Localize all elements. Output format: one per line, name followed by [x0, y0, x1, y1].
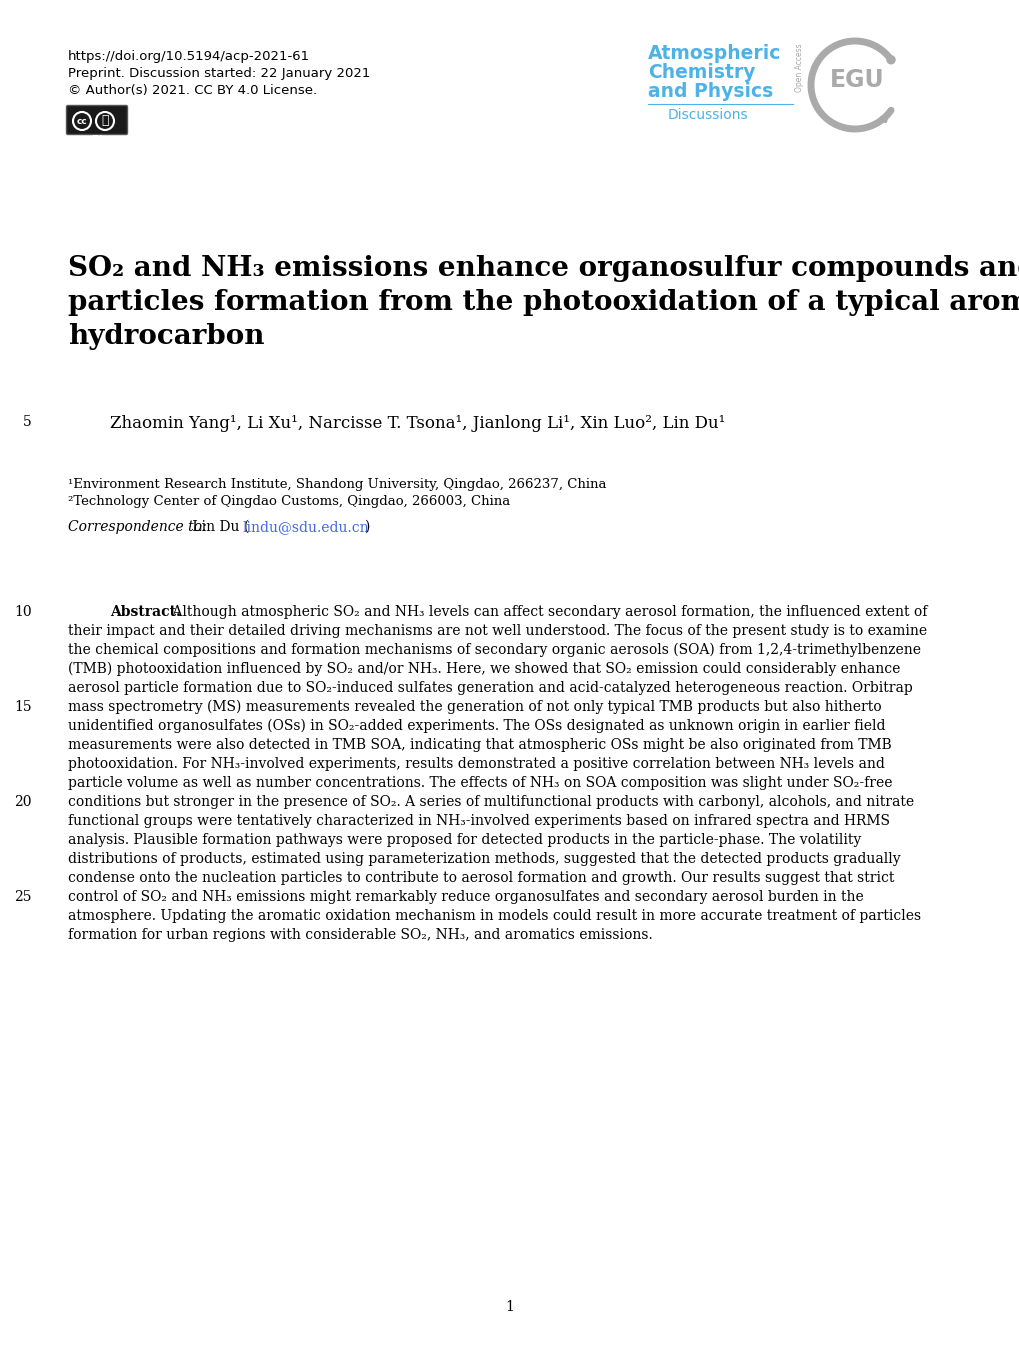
Text: functional groups were tentatively characterized in NH₃-involved experiments bas: functional groups were tentatively chara…: [68, 814, 890, 829]
Text: SO₂ and NH₃ emissions enhance organosulfur compounds and fine: SO₂ and NH₃ emissions enhance organosulf…: [68, 256, 1019, 282]
Text: lindu@sdu.edu.cn: lindu@sdu.edu.cn: [243, 521, 369, 534]
Text: condense onto the nucleation particles to contribute to aerosol formation and gr: condense onto the nucleation particles t…: [68, 872, 894, 885]
Text: particle volume as well as number concentrations. The effects of NH₃ on SOA comp: particle volume as well as number concen…: [68, 776, 892, 790]
Text: 15: 15: [14, 699, 32, 714]
Text: © Author(s) 2021. CC BY 4.0 License.: © Author(s) 2021. CC BY 4.0 License.: [68, 83, 317, 97]
Text: Abstract.: Abstract.: [110, 605, 180, 619]
Text: 10: 10: [14, 605, 32, 619]
Text: ): ): [364, 521, 369, 534]
Text: Lin Du (: Lin Du (: [187, 521, 249, 534]
Text: particles formation from the photooxidation of a typical aromatic: particles formation from the photooxidat…: [68, 289, 1019, 316]
Text: ⓘ: ⓘ: [101, 114, 109, 128]
Text: their impact and their detailed driving mechanisms are not well understood. The : their impact and their detailed driving …: [68, 624, 926, 638]
Text: photooxidation. For NH₃-involved experiments, results demonstrated a positive co: photooxidation. For NH₃-involved experim…: [68, 757, 884, 771]
Text: (TMB) photooxidation influenced by SO₂ and/or NH₃. Here, we showed that SO₂ emis: (TMB) photooxidation influenced by SO₂ a…: [68, 662, 900, 677]
Text: Chemistry: Chemistry: [647, 63, 755, 82]
Text: ¹Environment Research Institute, Shandong University, Qingdao, 266237, China: ¹Environment Research Institute, Shandon…: [68, 477, 606, 491]
Text: unidentified organosulfates (OSs) in SO₂-added experiments. The OSs designated a: unidentified organosulfates (OSs) in SO₂…: [68, 720, 884, 733]
Text: ²Technology Center of Qingdao Customs, Qingdao, 266003, China: ²Technology Center of Qingdao Customs, Q…: [68, 495, 510, 508]
Text: Preprint. Discussion started: 22 January 2021: Preprint. Discussion started: 22 January…: [68, 67, 370, 79]
Text: mass spectrometry (MS) measurements revealed the generation of not only typical : mass spectrometry (MS) measurements reve…: [68, 699, 880, 714]
Text: analysis. Plausible formation pathways were proposed for detected products in th: analysis. Plausible formation pathways w…: [68, 833, 860, 847]
FancyBboxPatch shape: [66, 105, 127, 134]
Text: control of SO₂ and NH₃ emissions might remarkably reduce organosulfates and seco: control of SO₂ and NH₃ emissions might r…: [68, 890, 863, 904]
Circle shape: [887, 55, 894, 63]
Text: cc: cc: [76, 117, 88, 125]
Text: the chemical compositions and formation mechanisms of secondary organic aerosols: the chemical compositions and formation …: [68, 643, 920, 658]
Text: Atmospheric: Atmospheric: [647, 44, 781, 63]
Text: hydrocarbon: hydrocarbon: [68, 323, 264, 350]
Text: 5: 5: [23, 416, 32, 429]
Text: aerosol particle formation due to SO₂-induced sulfates generation and acid-catal: aerosol particle formation due to SO₂-in…: [68, 681, 912, 695]
Text: distributions of products, estimated using parameterization methods, suggested t: distributions of products, estimated usi…: [68, 851, 900, 866]
Text: measurements were also detected in TMB SOA, indicating that atmospheric OSs migh: measurements were also detected in TMB S…: [68, 738, 891, 752]
Text: Zhaomin Yang¹, Li Xu¹, Narcisse T. Tsona¹, Jianlong Li¹, Xin Luo², Lin Du¹: Zhaomin Yang¹, Li Xu¹, Narcisse T. Tsona…: [110, 416, 725, 432]
Text: 20: 20: [14, 795, 32, 808]
Text: EGU: EGU: [828, 69, 883, 91]
Text: 25: 25: [14, 890, 32, 904]
Text: and Physics: and Physics: [647, 82, 772, 101]
Text: Discussions: Discussions: [667, 108, 748, 122]
Text: formation for urban regions with considerable SO₂, NH₃, and aromatics emissions.: formation for urban regions with conside…: [68, 928, 652, 942]
Text: conditions but stronger in the presence of SO₂. A series of multifunctional prod: conditions but stronger in the presence …: [68, 795, 913, 808]
Text: BY: BY: [92, 134, 102, 144]
Text: Although atmospheric SO₂ and NH₃ levels can affect secondary aerosol formation, : Although atmospheric SO₂ and NH₃ levels …: [168, 605, 926, 619]
Text: atmosphere. Updating the aromatic oxidation mechanism in models could result in : atmosphere. Updating the aromatic oxidat…: [68, 909, 920, 923]
Text: Correspondence to:: Correspondence to:: [68, 521, 207, 534]
Text: 1: 1: [505, 1301, 514, 1314]
Text: Open Access: Open Access: [795, 43, 804, 93]
Text: https://doi.org/10.5194/acp-2021-61: https://doi.org/10.5194/acp-2021-61: [68, 50, 310, 63]
